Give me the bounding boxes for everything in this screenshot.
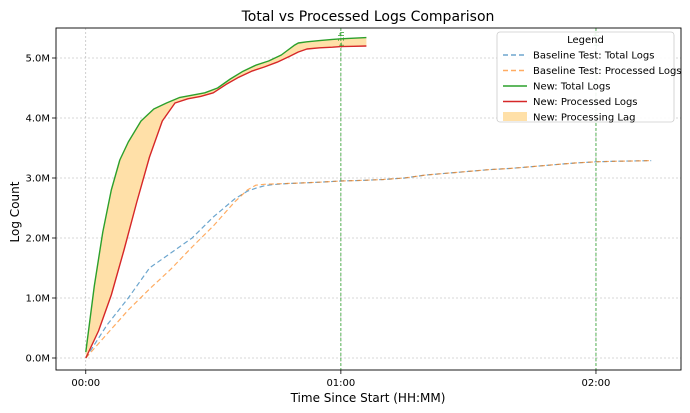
legend-label: Baseline Test: Total Logs	[533, 51, 654, 62]
legend-label: New: Processing Lag	[533, 113, 635, 124]
x-tick-label: 02:00	[582, 378, 611, 389]
processing-lag-area	[85, 37, 367, 358]
x-axis-ticks: 00:00 01:00 02:00	[71, 370, 610, 389]
legend-title: Legend	[567, 35, 604, 46]
x-tick-label: 01:00	[326, 378, 355, 389]
y-axis-label: Log Count	[8, 181, 22, 242]
y-tick-label: 5.0M	[25, 54, 50, 65]
legend-label: New: Processed Logs	[533, 97, 638, 108]
legend-swatch	[503, 112, 527, 121]
new-total-logs-line	[85, 36, 367, 353]
legend-box	[496, 31, 675, 123]
series-layer	[85, 36, 652, 359]
y-axis-ticks: 0.0M 1.0M 2.0M 3.0M 4.0M 5.0M	[25, 54, 56, 365]
hour-marker-label: +1h	[337, 32, 346, 49]
y-tick-label: 0.0M	[25, 354, 50, 365]
y-tick-label: 2.0M	[25, 234, 50, 245]
legend-label: Baseline Test: Processed Logs	[533, 66, 682, 77]
new-processed-logs-line	[85, 45, 367, 359]
y-tick-label: 3.0M	[25, 174, 50, 185]
fill-layer	[85, 37, 367, 358]
baseline-test-processed-logs-line	[85, 160, 652, 359]
y-tick-label: 4.0M	[25, 114, 50, 125]
legend-label: New: Total Logs	[533, 82, 610, 93]
y-tick-label: 1.0M	[25, 294, 50, 305]
chart-title: Total vs Processed Logs Comparison	[241, 9, 495, 25]
axes-frame	[55, 27, 682, 371]
legend: Legend Baseline Test: Total Logs Baseline …	[496, 31, 682, 124]
x-tick-label: 00:00	[71, 378, 100, 389]
x-axis-label: Time Since Start (HH:MM)	[290, 391, 446, 405]
